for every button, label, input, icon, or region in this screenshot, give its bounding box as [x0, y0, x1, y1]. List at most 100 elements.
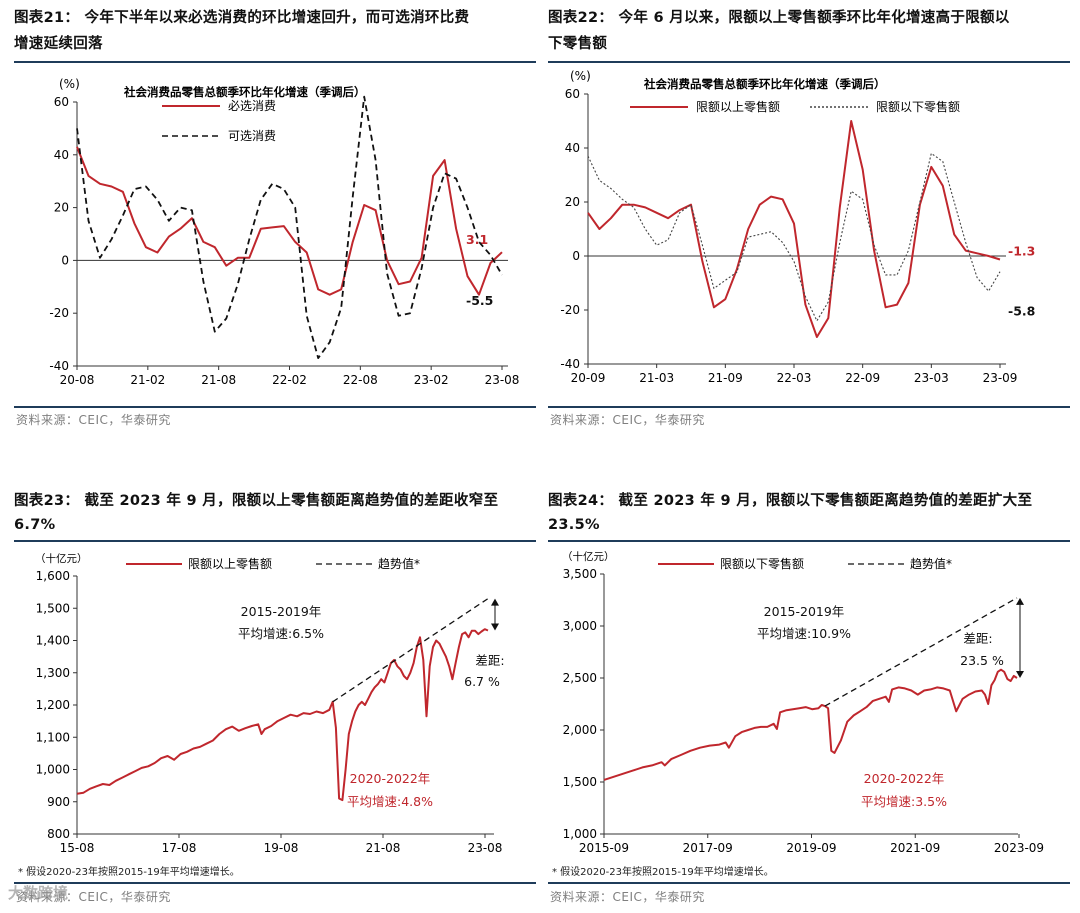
- x-tick-label: 21-03: [639, 371, 674, 385]
- title-divider: [14, 540, 536, 542]
- panel-figure-24: 图表24： 截至 2023 年 9 月，限额以下零售额距离趋势值的差距扩大至 2…: [548, 484, 1070, 913]
- y-tick-label: 800: [47, 827, 70, 841]
- gap-arrow-head-top: [491, 598, 499, 606]
- figure-title: 图表24： 截至 2023 年 9 月，限额以下零售额距离趋势值的差距扩大至: [548, 493, 1033, 509]
- x-tick-label: 22-03: [777, 371, 812, 385]
- y-tick-label: 20: [565, 195, 580, 209]
- panel-figure-21: 图表21： 今年下半年以来必选消费的环比增速回升，而可选消环比费 增速延续回落 …: [14, 0, 536, 430]
- chart-annotation: 2015-2019年: [764, 604, 845, 619]
- x-tick-label: 22-02: [272, 373, 307, 387]
- figure-title: 图表22： 今年 6 月以来，限额以上零售额季环比年化增速高于限额以: [548, 10, 1010, 26]
- x-tick-label: 2015-09: [579, 841, 629, 855]
- footnote: * 假设2020-23年按照2015-19年平均增速增长。: [18, 867, 240, 878]
- y-axis-unit: （十亿元）: [35, 552, 88, 565]
- gap-arrow-head-bottom: [1016, 671, 1024, 678]
- figure-title: 图表21： 今年下半年以来必选消费的环比增速回升，而可选消环比费: [14, 10, 470, 26]
- y-tick-label: 60: [54, 95, 69, 109]
- y-tick-label: 1,200: [36, 698, 70, 712]
- x-tick-label: 23-09: [983, 371, 1018, 385]
- y-tick-label: 40: [54, 148, 69, 162]
- legend-label: 限额以下零售额: [720, 556, 804, 571]
- end-value-label: 3.1: [466, 232, 488, 247]
- chart-annotation: 2020-2022年: [350, 771, 431, 786]
- chart-annotation: 2020-2022年: [864, 771, 945, 786]
- legend-label: 限额以上零售额: [696, 99, 780, 114]
- y-tick-label: 1,000: [36, 763, 70, 777]
- y-tick-label: 40: [565, 141, 580, 155]
- x-tick-label: 2021-09: [890, 841, 940, 855]
- title-divider: [548, 61, 1070, 63]
- chart-figure-23: （十亿元） 800 900 1,000 1,100 1,200 1,300 1,400 1,50…: [35, 552, 505, 855]
- source-note: 资料来源：CEIC，华泰研究: [16, 413, 171, 427]
- footnote: * 假设2020-23年按照2015-19年平均增速增长。: [552, 867, 774, 878]
- figure-title: 图表23： 截至 2023 年 9 月，限额以上零售额距离趋势值的差距收窄至: [14, 493, 499, 509]
- y-tick-label: 0: [61, 253, 69, 267]
- x-tick-label: 23-03: [914, 371, 949, 385]
- series-line-actual: [76, 628, 489, 802]
- y-tick-label: -40: [49, 359, 69, 373]
- legend-label: 可选消费: [228, 129, 276, 143]
- x-tick-label: 21-08: [366, 841, 401, 855]
- chart-figure-21: (%) -40 -20 0 20 40 60 20-08 21-02 21-08 22-02 22-0…: [49, 77, 520, 387]
- source-note: 资料来源：CEIC，华泰研究: [16, 890, 171, 904]
- y-tick-label: 0: [572, 249, 580, 263]
- series-line-2: [587, 152, 1001, 322]
- chart-annotation: 6.7 %: [464, 674, 500, 689]
- y-tick-label: -20: [49, 306, 69, 320]
- end-value-label: -5.8: [1008, 304, 1035, 319]
- chart-annotation: 差距:: [963, 631, 992, 646]
- source-divider: [14, 406, 536, 408]
- y-tick-label: 3,500: [563, 567, 597, 581]
- y-tick-label: 1,100: [36, 730, 70, 744]
- chart-annotation: 平均增速:3.5%: [861, 794, 947, 809]
- series-line-1: [76, 146, 503, 296]
- source-note: 资料来源：CEIC，华泰研究: [550, 890, 705, 904]
- x-tick-label: 22-09: [845, 371, 880, 385]
- x-tick-label: 22-08: [343, 373, 378, 387]
- y-tick-label: 3,000: [563, 619, 597, 633]
- figure-title-line2: 增速延续回落: [14, 36, 103, 52]
- x-tick-label: 23-08: [468, 841, 503, 855]
- y-tick-label: 2,000: [563, 723, 597, 737]
- panel-figure-22: 图表22： 今年 6 月以来，限额以上零售额季环比年化增速高于限额以 下零售额 …: [548, 0, 1070, 430]
- legend-label: 必选消费: [228, 99, 276, 113]
- x-tick-label: 2019-09: [786, 841, 836, 855]
- x-tick-label: 2017-09: [683, 841, 733, 855]
- series-line-trend: [332, 598, 489, 703]
- source-divider: [548, 406, 1070, 408]
- chart-title: 社会消费品零售总额季环比年化增速（季调后）: [123, 85, 366, 99]
- legend-label: 趋势值*: [910, 556, 952, 571]
- x-tick-label: 15-08: [60, 841, 95, 855]
- source-divider: [548, 882, 1070, 884]
- x-tick-label: 19-08: [264, 841, 299, 855]
- x-tick-label: 23-08: [485, 373, 520, 387]
- y-tick-label: 1,400: [36, 634, 70, 648]
- series-line-2: [76, 95, 503, 360]
- title-divider: [548, 540, 1070, 542]
- y-tick-label: 1,500: [563, 775, 597, 789]
- x-tick-label: 23-02: [414, 373, 449, 387]
- x-tick-label: 21-09: [708, 371, 743, 385]
- y-tick-label: 1,000: [563, 827, 597, 841]
- gap-arrow-head-bottom: [491, 623, 499, 631]
- title-divider: [14, 61, 536, 63]
- y-tick-label: -40: [560, 357, 580, 371]
- watermark: 大数跨境: [8, 884, 69, 902]
- chart-title: 社会消费品零售总额季环比年化增速（季调后）: [643, 77, 886, 91]
- series-line-actual: [603, 668, 1018, 781]
- y-tick-label: 1,600: [36, 569, 70, 583]
- x-tick-label: 21-08: [201, 373, 236, 387]
- x-tick-label: 21-02: [130, 373, 165, 387]
- figure-title-line2: 6.7%: [14, 517, 56, 533]
- series-line-1: [587, 120, 1001, 338]
- x-tick-label: 2023-09: [994, 841, 1044, 855]
- y-tick-label: -20: [560, 303, 580, 317]
- end-value-label: -1.3: [1008, 244, 1035, 259]
- figure-title-line2: 下零售额: [548, 36, 608, 52]
- end-value-label: -5.5: [466, 293, 493, 308]
- chart-annotation: 平均增速:6.5%: [238, 626, 324, 641]
- legend-label: 限额以下零售额: [876, 99, 960, 114]
- chart-annotation: 23.5 %: [960, 653, 1004, 668]
- y-tick-label: 20: [54, 201, 69, 215]
- chart-annotation: 2015-2019年: [241, 604, 322, 619]
